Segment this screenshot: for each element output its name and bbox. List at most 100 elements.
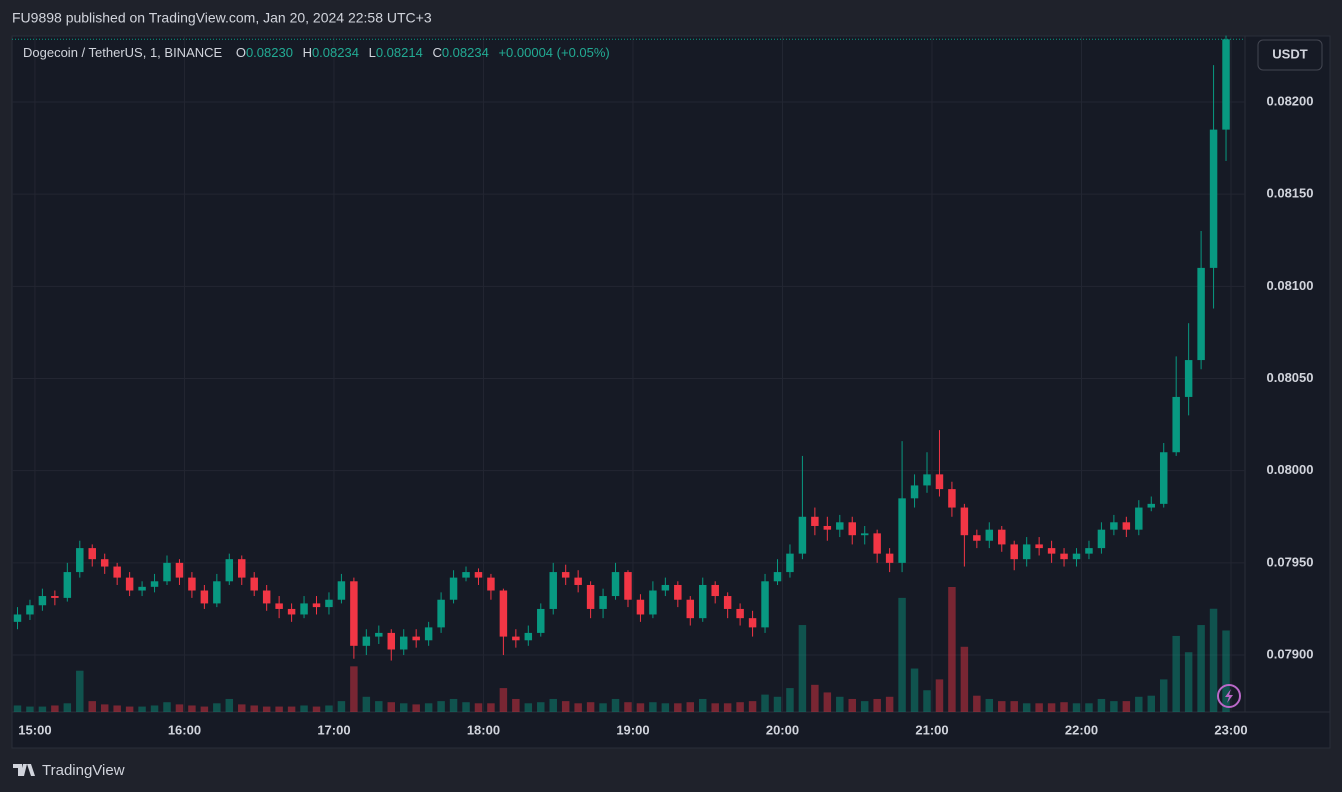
candle-body: [13, 614, 22, 622]
volume-bar: [200, 706, 209, 712]
volume-bar: [1172, 635, 1180, 712]
candle-body: [262, 590, 271, 604]
candle-body: [51, 596, 59, 598]
candle-body: [699, 584, 707, 619]
y-tick-label: 0.07950: [1267, 554, 1314, 569]
candle-body: [798, 516, 807, 554]
candle-body: [923, 474, 931, 486]
candle-body: [1110, 522, 1118, 530]
chart-panel: [11, 35, 1331, 749]
volume-bar: [238, 704, 246, 712]
volume-bar: [13, 705, 22, 712]
candle-body: [910, 485, 919, 499]
volume-bar: [910, 668, 919, 712]
volume-bar: [1110, 701, 1118, 712]
volume-bar: [973, 695, 981, 712]
candle-body: [1060, 553, 1068, 560]
y-tick-label: 0.08200: [1267, 93, 1314, 108]
candle-body: [1072, 553, 1081, 560]
volume-bar: [537, 702, 545, 712]
legend: Dogecoin / TetherUS, 1, BINANCE O0.08230…: [23, 45, 610, 60]
candle-body: [873, 533, 881, 554]
volume-bar: [1060, 702, 1068, 712]
candle-body: [848, 522, 856, 536]
volume-bar: [449, 698, 458, 712]
candle-body: [375, 632, 383, 637]
candle-body: [661, 584, 670, 591]
volume-bar: [1184, 652, 1193, 712]
candle-body: [437, 599, 445, 628]
volume-bar: [798, 625, 807, 712]
volume-bar: [674, 703, 682, 712]
volume-bar: [736, 702, 744, 712]
volume-bar: [873, 698, 881, 712]
currency-button[interactable]: [1257, 39, 1323, 71]
candle-body: [1197, 267, 1205, 361]
volume-bar: [399, 703, 408, 712]
candle-body: [524, 632, 533, 641]
candle-body: [312, 603, 321, 608]
volume-bar: [250, 705, 258, 712]
candle-body: [1047, 548, 1056, 554]
candle-body: [275, 603, 283, 609]
candle-body: [960, 507, 969, 536]
volume-bar: [474, 703, 483, 712]
volume-bar: [412, 704, 420, 712]
volume-bar: [649, 702, 657, 712]
volume-bar: [113, 705, 121, 712]
candle-body: [561, 572, 570, 578]
candle-body: [948, 489, 956, 508]
volume-bar: [1147, 695, 1156, 712]
volume-bar: [26, 706, 34, 712]
candle-body: [238, 559, 246, 578]
h-label: H: [303, 45, 312, 60]
candle-body: [537, 608, 545, 633]
brand: TradingView: [42, 762, 125, 779]
volume-bar: [761, 694, 769, 712]
candle-body: [599, 596, 607, 609]
candle-body: [362, 636, 371, 646]
alert-icon[interactable]: [1217, 684, 1241, 708]
volume-bar: [325, 705, 333, 712]
candle-body: [512, 636, 520, 641]
volume-bar: [811, 684, 819, 712]
volume-bar: [773, 696, 782, 712]
candle-body: [76, 548, 84, 573]
candle-body: [985, 529, 994, 541]
volume-bar: [287, 706, 296, 712]
volume-bar: [300, 705, 308, 712]
candle-layer: [12, 35, 1245, 661]
candle-body: [499, 590, 508, 637]
candle-body: [1010, 544, 1018, 560]
volume-bar: [549, 698, 557, 712]
candle-body: [1159, 452, 1168, 504]
candle-body: [711, 584, 719, 597]
volume-bar: [699, 698, 707, 712]
candle-body: [574, 577, 582, 585]
symbol: Dogecoin / TetherUS, 1, BINANCE: [23, 45, 223, 60]
volume-bar: [723, 703, 732, 712]
candle-body: [163, 562, 171, 582]
x-tick-label: 15:00: [18, 722, 51, 737]
volume-bar: [150, 705, 159, 712]
volume-bar: [923, 690, 931, 712]
candle-body: [325, 599, 333, 608]
volume-bar: [275, 706, 283, 712]
candle-body: [1184, 360, 1193, 397]
candle-body: [1135, 507, 1143, 530]
candle-body: [63, 572, 72, 598]
volume-bar: [262, 706, 271, 712]
candle-body: [125, 577, 134, 591]
volume-bar: [175, 704, 184, 712]
candle-body: [1122, 522, 1131, 530]
currency-label[interactable]: USDT: [1272, 46, 1307, 61]
volume-bar: [499, 688, 508, 712]
candle-body: [624, 572, 632, 600]
volume-bar: [686, 702, 695, 712]
volume-bar: [337, 701, 346, 712]
header-title: FU9898 published on TradingView.com, Jan…: [12, 10, 432, 26]
volume-bar: [1159, 679, 1168, 712]
x-tick-label: 21:00: [915, 722, 948, 737]
candle-body: [1035, 544, 1043, 549]
